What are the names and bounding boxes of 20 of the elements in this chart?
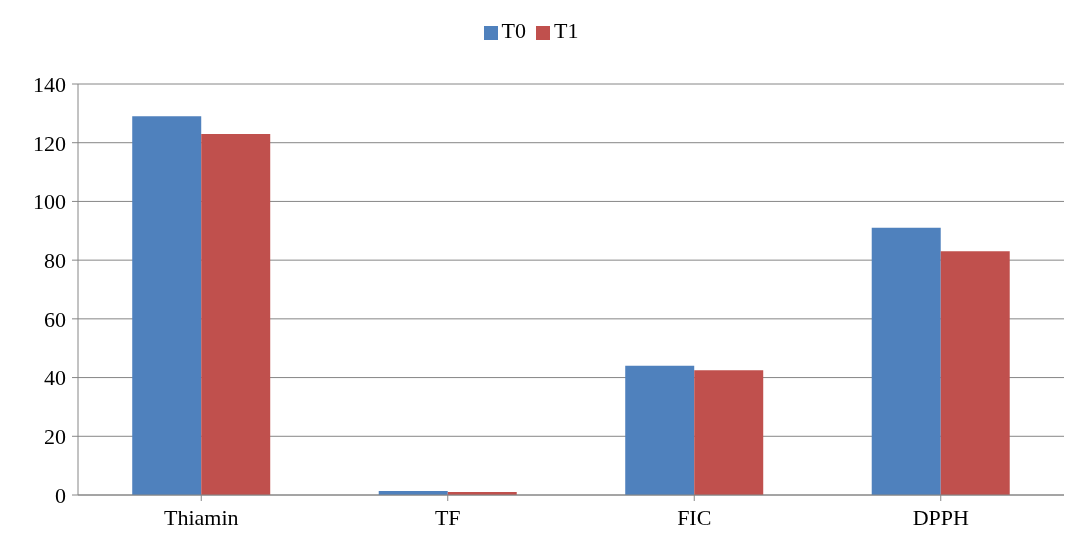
legend-label: T1 [554, 18, 579, 43]
y-tick-label: 20 [44, 424, 66, 450]
bar [940, 251, 1010, 495]
y-tick-label: 120 [33, 130, 66, 156]
bar [625, 365, 695, 495]
y-tick-label: 40 [44, 365, 66, 391]
bar [694, 370, 764, 495]
x-tick-label: TF [434, 504, 461, 530]
bar [132, 116, 202, 495]
y-tick-label: 60 [44, 306, 66, 332]
y-tick-label: 0 [55, 482, 66, 508]
bar [201, 133, 271, 495]
y-tick-label: 140 [33, 71, 66, 97]
bar [871, 227, 941, 495]
x-tick-label: FIC [677, 504, 712, 530]
x-tick-label: DPPH [912, 504, 969, 530]
y-tick-label: 100 [33, 189, 66, 215]
y-tick-label: 80 [44, 247, 66, 273]
x-tick-label: Thiamin [163, 504, 239, 530]
legend-label: T0 [501, 18, 526, 43]
